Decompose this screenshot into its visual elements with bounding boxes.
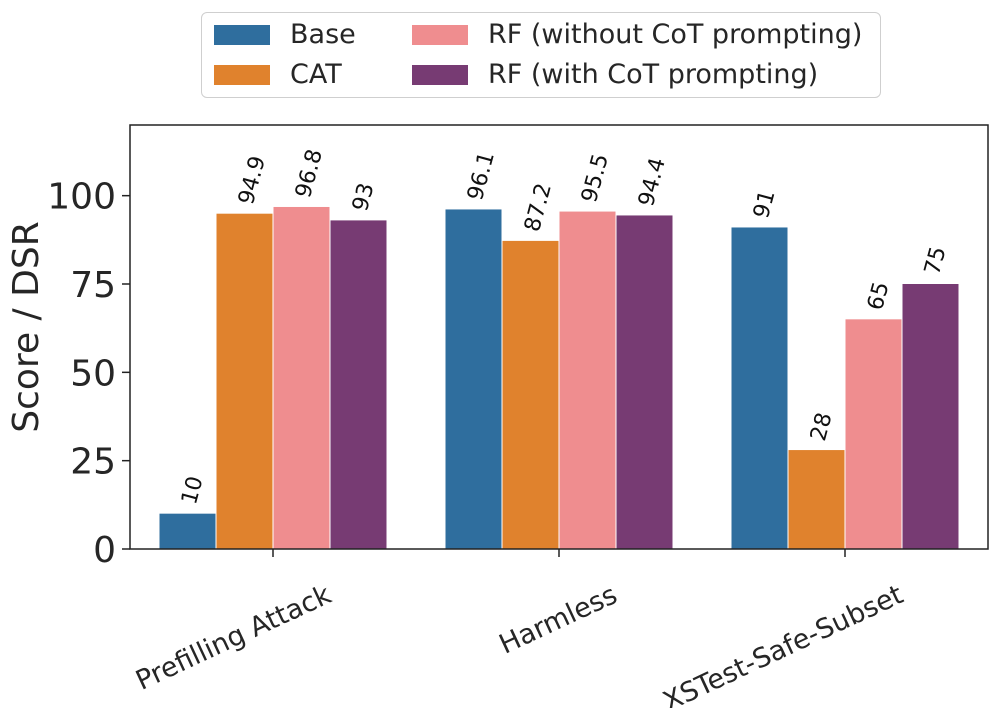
data-label: 95.5 [577,151,614,205]
legend-swatch-base [214,24,270,45]
data-label: 75 [920,244,951,278]
y-tick-label: 0 [93,530,116,571]
bar-cat-2 [788,450,845,549]
legend-label-rf-without-cot: RF (without CoT prompting) [488,19,863,50]
data-label: 96.1 [463,149,500,203]
bar-rf-without-cot-prompting-1 [559,211,616,550]
data-label: 93 [348,180,379,214]
bar-base-0 [159,513,216,549]
data-label: 91 [749,188,780,222]
legend-label-rf-with-cot: RF (with CoT prompting) [488,59,819,90]
bar-cat-1 [502,240,559,550]
bar-rf-without-cot-prompting-0 [273,206,330,549]
legend-swatch-cat [214,64,270,85]
data-label: 94.9 [234,153,271,207]
data-label: 65 [863,279,894,313]
bar-base-1 [445,209,502,550]
y-tick-label: 25 [70,442,116,483]
bar-rf-with-cot-prompting-0 [330,220,387,549]
bar-rf-with-cot-prompting-1 [616,215,673,549]
x-tick-label: Harmless [495,579,622,660]
legend-swatch-rf-with-cot [412,64,468,85]
legend-item-base: Base [214,19,356,50]
data-label: 28 [806,410,837,444]
bar-rf-with-cot-prompting-2 [902,284,959,549]
data-label: 87.2 [520,181,557,235]
legend-item-rf-without-cot: RF (without CoT prompting) [412,19,862,50]
legend-item-cat: CAT [214,59,342,90]
legend-label-cat: CAT [290,59,342,90]
data-label: 10 [177,474,208,508]
y-tick-label: 75 [70,265,116,306]
bar-cat-0 [216,213,273,550]
legend-label-base: Base [290,19,356,50]
data-label: 94.4 [634,155,671,209]
legend-item-rf-with-cot: RF (with CoT prompting) [412,59,818,90]
x-tick-label: XSTest-Safe-Subset [659,579,908,708]
bar-rf-without-cot-prompting-2 [845,319,902,549]
data-label: 96.8 [291,147,328,201]
y-tick-label: 100 [47,177,116,218]
y-axis-label: Score / DSR [6,221,47,432]
y-tick-label: 50 [70,353,116,394]
legend-swatch-rf-without-cot [412,24,468,45]
bar-base-2 [731,227,788,549]
x-tick-label: Prefilling Attack [131,579,336,697]
legend: Base CAT RF (without CoT prompting) RF (… [201,12,881,98]
